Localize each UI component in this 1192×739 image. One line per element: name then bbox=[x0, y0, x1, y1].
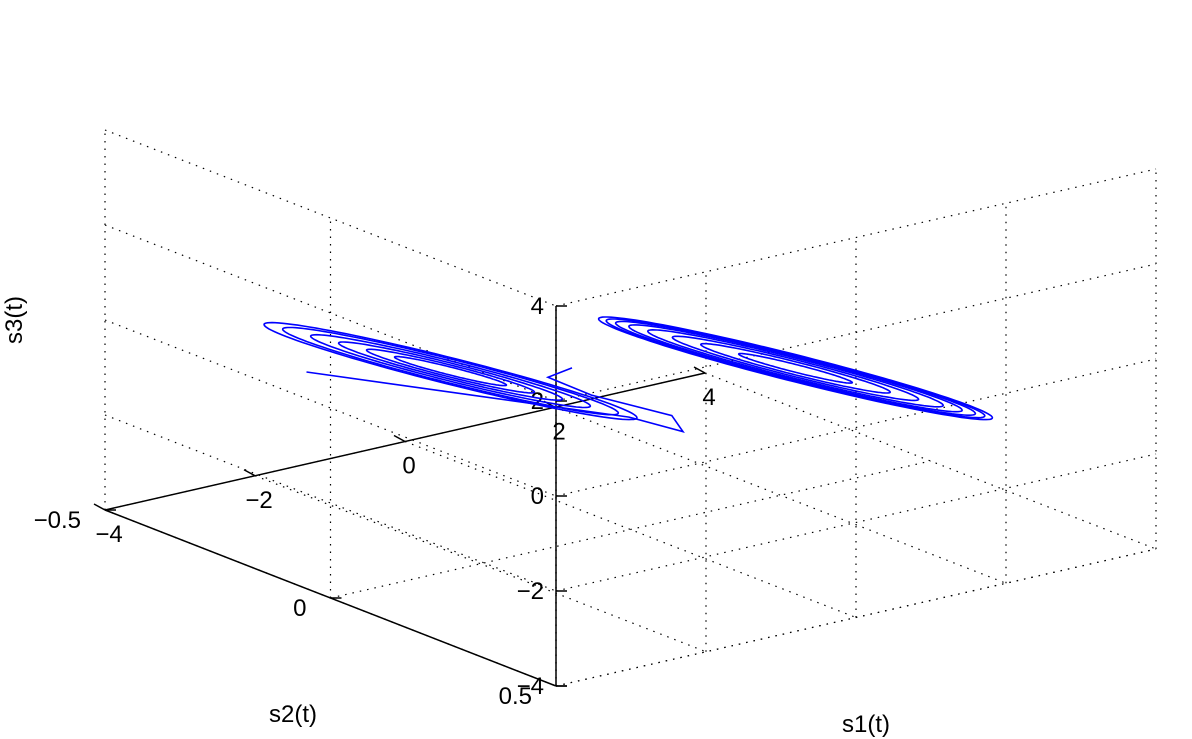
series-0-scroll-0-loop-5 bbox=[263, 321, 638, 421]
series-0-scroll-1-loop-1 bbox=[699, 342, 892, 394]
series-0-scroll-0-loop-1 bbox=[365, 348, 536, 394]
series-0-scroll-1-loop-3 bbox=[646, 328, 945, 408]
grid-lines bbox=[104, 129, 1157, 687]
x-tick-label-4: 4 bbox=[702, 384, 715, 411]
series-0-trajectory bbox=[306, 367, 685, 434]
y-axis-label: s2(t) bbox=[269, 701, 317, 728]
grid-line-side-z-1 bbox=[104, 414, 557, 592]
x-tick-label-3: 2 bbox=[552, 418, 565, 445]
grid-line-back-z-4 bbox=[555, 168, 1157, 307]
z-axis-label: s3(t) bbox=[1, 296, 28, 344]
series-0-scroll-1-loop-5 bbox=[614, 320, 977, 416]
z-tick-label-1: −2 bbox=[517, 578, 544, 605]
grid-line-back-z-1 bbox=[555, 453, 1157, 592]
x-axis-label: s1(t) bbox=[842, 711, 890, 738]
y-tick-label-0: −0.5 bbox=[34, 507, 81, 534]
series-0-scroll-1-loop-0 bbox=[737, 352, 854, 384]
z-tick-label-4: 4 bbox=[531, 293, 544, 320]
x-tick-label-1: −2 bbox=[245, 487, 272, 514]
series-layer bbox=[263, 316, 994, 434]
x-tick-mark-1 bbox=[243, 469, 256, 477]
series-0-scroll-0-loop-3 bbox=[309, 333, 592, 409]
grid-line-back-z-0 bbox=[555, 548, 1157, 687]
grid-line-side-z-4 bbox=[104, 129, 557, 307]
series-0-scroll-0-loop-2 bbox=[337, 341, 564, 401]
grid-line-back-z-3 bbox=[555, 263, 1157, 402]
grid-line-floor-x-1 bbox=[254, 475, 707, 653]
y-tick-label-1: 0 bbox=[293, 595, 306, 622]
x-tick-mark-2 bbox=[393, 434, 406, 443]
grid-line-floor-y-1 bbox=[330, 460, 931, 599]
x-tick-mark-4 bbox=[693, 366, 706, 374]
axes bbox=[93, 305, 706, 687]
series-0-scroll-1-loop-7 bbox=[597, 316, 994, 421]
z-tick-label-0: −4 bbox=[517, 673, 544, 700]
series-0-scroll-1-loop-2 bbox=[671, 335, 920, 402]
series-0-scroll-0-loop-4 bbox=[281, 326, 620, 416]
x-tick-label-2: 0 bbox=[402, 453, 415, 480]
x-tick-label-0: −4 bbox=[95, 521, 122, 548]
x-tick-mark-0 bbox=[93, 503, 106, 511]
series-0-scroll-1-loop-6 bbox=[605, 318, 986, 419]
grid-line-floor-x-3 bbox=[554, 406, 1007, 584]
y-tick-label-2: 0.5 bbox=[499, 683, 532, 710]
z-tick-label-2: 0 bbox=[531, 483, 544, 510]
series-0-scroll-0-loop-0 bbox=[393, 355, 508, 387]
grid-line-back-z-2 bbox=[555, 358, 1157, 497]
series-0-scroll-1-loop-4 bbox=[628, 324, 963, 413]
